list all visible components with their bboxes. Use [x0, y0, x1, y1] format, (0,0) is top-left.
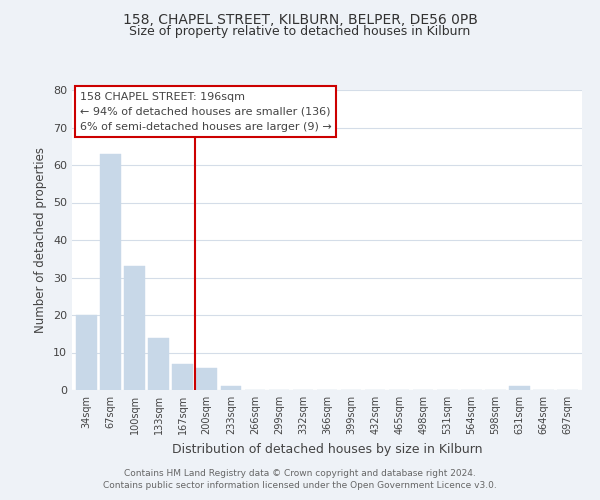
Text: Distribution of detached houses by size in Kilburn: Distribution of detached houses by size …	[172, 442, 482, 456]
Bar	[100, 154, 121, 390]
Bar	[172, 364, 193, 390]
Bar	[509, 386, 530, 390]
Text: 158, CHAPEL STREET, KILBURN, BELPER, DE56 0PB: 158, CHAPEL STREET, KILBURN, BELPER, DE5…	[122, 12, 478, 26]
Bar	[76, 315, 97, 390]
Text: Contains public sector information licensed under the Open Government Licence v3: Contains public sector information licen…	[103, 482, 497, 490]
Text: Size of property relative to detached houses in Kilburn: Size of property relative to detached ho…	[130, 25, 470, 38]
Y-axis label: Number of detached properties: Number of detached properties	[34, 147, 47, 333]
Bar	[148, 338, 169, 390]
Bar	[124, 266, 145, 390]
Bar	[221, 386, 241, 390]
Bar	[196, 368, 217, 390]
Text: 158 CHAPEL STREET: 196sqm
← 94% of detached houses are smaller (136)
6% of semi-: 158 CHAPEL STREET: 196sqm ← 94% of detac…	[80, 92, 331, 132]
Text: Contains HM Land Registry data © Crown copyright and database right 2024.: Contains HM Land Registry data © Crown c…	[124, 470, 476, 478]
